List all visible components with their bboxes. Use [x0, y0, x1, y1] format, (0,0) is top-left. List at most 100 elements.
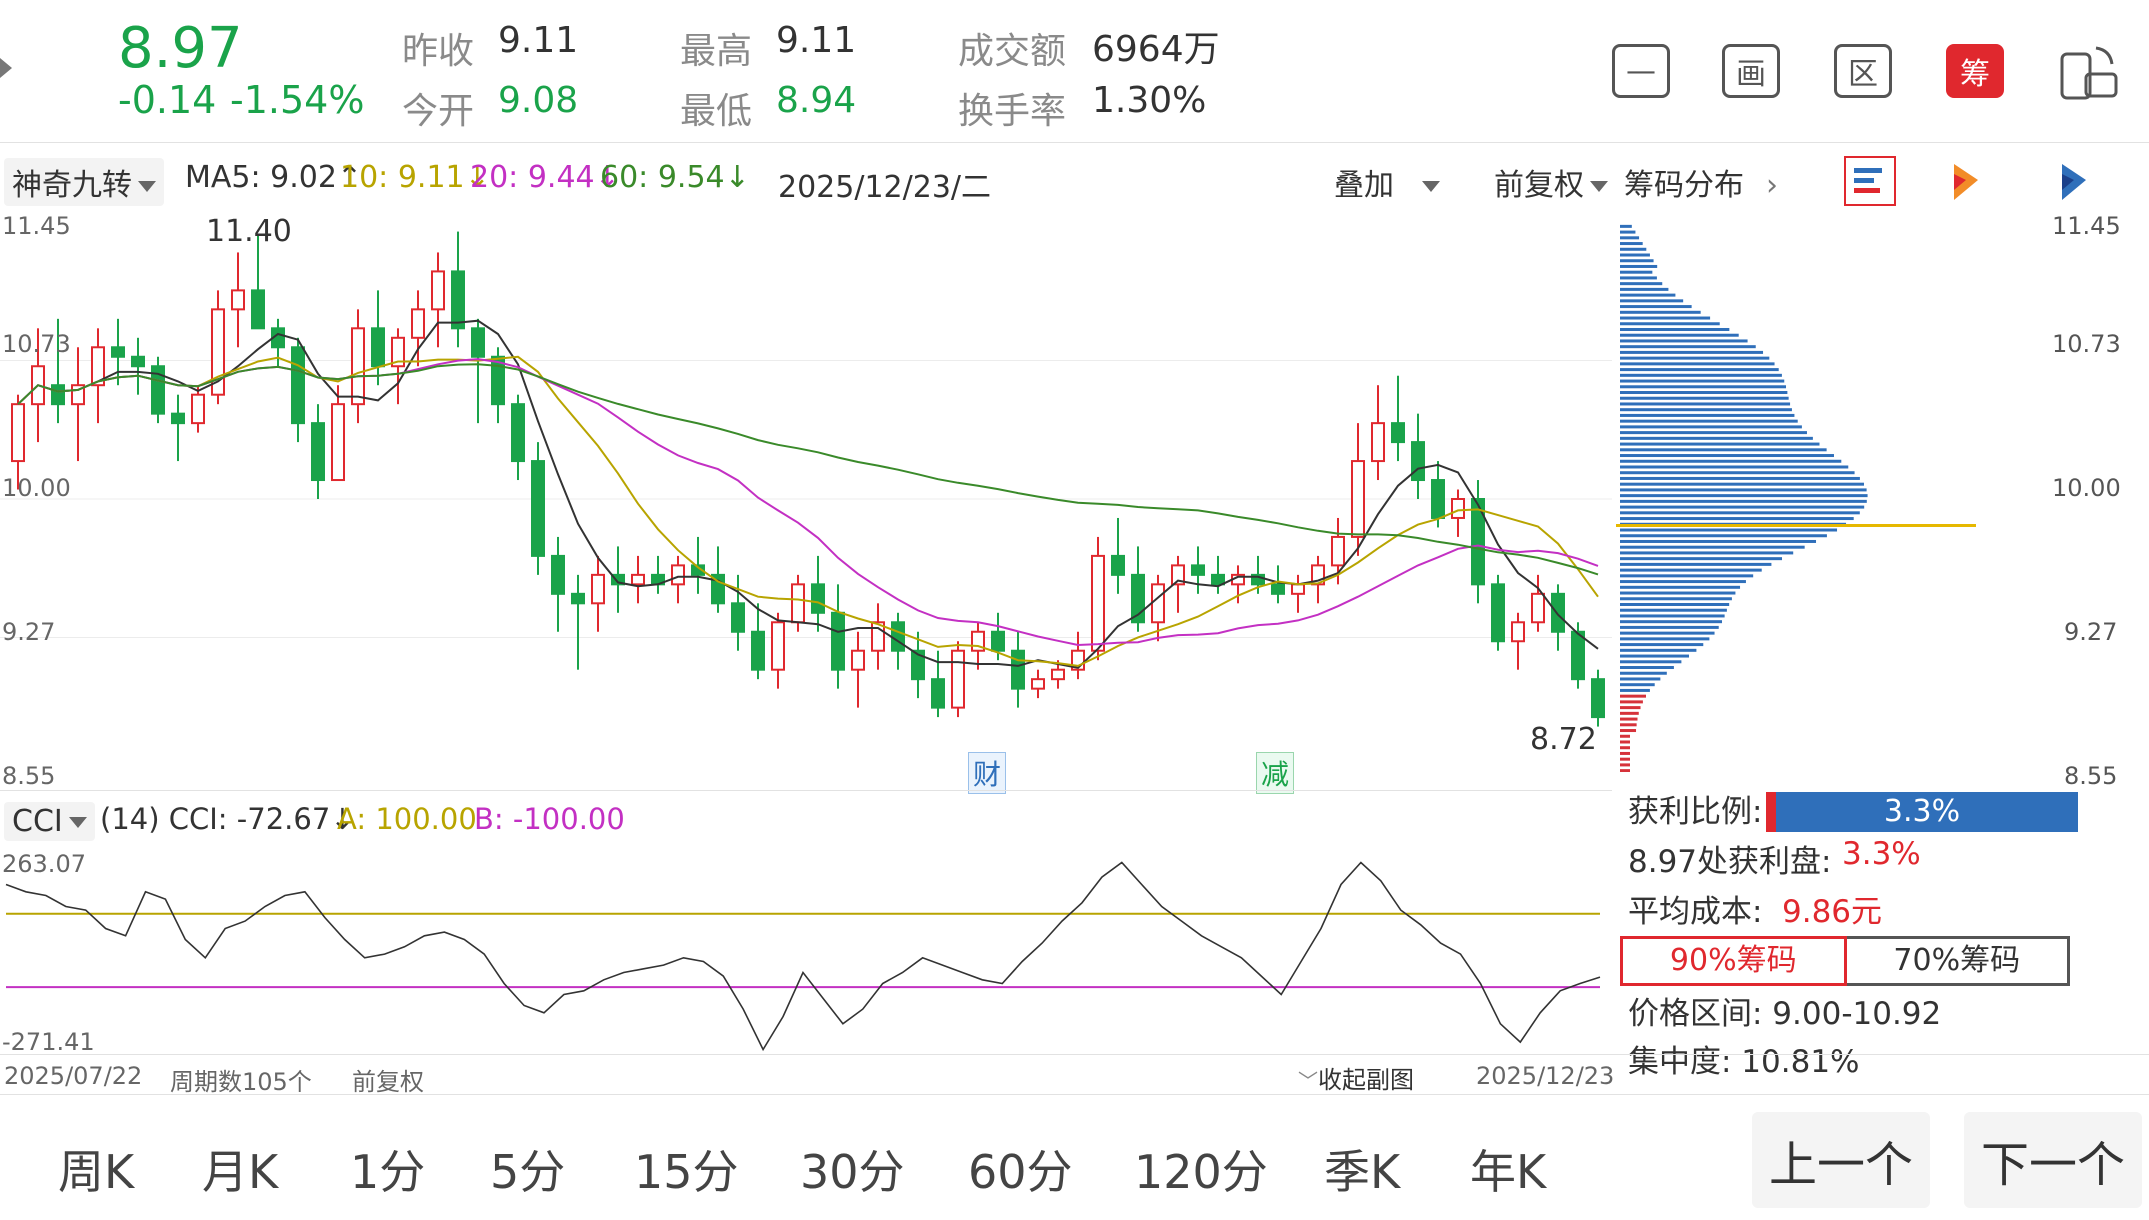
chip-bar — [1620, 305, 1692, 309]
minus-tool-button[interactable]: — — [1612, 44, 1670, 98]
chip-bar — [1620, 442, 1820, 446]
candle-body — [1371, 422, 1385, 463]
ma20-value: 20: 9.44↓ — [470, 160, 620, 195]
chip-bar — [1620, 454, 1834, 458]
reduce-event-tag[interactable]: 减 — [1256, 752, 1295, 794]
collapse-label: 收起副图 — [1318, 1066, 1414, 1094]
candle-body — [391, 336, 405, 368]
prev-close-value: 9.11 — [498, 20, 579, 61]
chip-bar — [1620, 327, 1730, 331]
range-tool-button[interactable]: 区 — [1834, 44, 1892, 98]
chip-bar — [1620, 379, 1785, 383]
chip-bar — [1620, 683, 1655, 687]
chip-bar — [1620, 517, 1854, 521]
tab-30min[interactable]: 30分 — [800, 1145, 905, 1199]
tab-70-chips[interactable]: 70%筹码 — [1893, 943, 2021, 978]
ma10-value: 10: 9.11↓ — [340, 160, 490, 195]
indicator-select[interactable]: 神奇九转 — [4, 158, 164, 206]
cci-line — [5, 861, 1601, 1052]
rotate-screen-icon[interactable] — [2056, 40, 2120, 104]
candle-body — [291, 346, 305, 425]
chip-bar — [1620, 757, 1630, 761]
tab-month-k[interactable]: 月K — [202, 1145, 279, 1199]
tab-90-chips[interactable]: 90%筹码 — [1620, 936, 1847, 986]
profit-ratio-label: 获利比例: — [1628, 794, 1763, 830]
subchart-top-border — [0, 790, 1612, 791]
candle-body — [451, 270, 465, 330]
chip-axis-tick: 10.73 — [2052, 330, 2121, 358]
chip-orange-icon[interactable] — [1948, 160, 1988, 208]
tab-week-k[interactable]: 周K — [58, 1145, 135, 1199]
adjust-select[interactable]: 前复权 — [1494, 160, 1608, 204]
candle-body — [1091, 554, 1105, 652]
candle-body — [1451, 498, 1465, 519]
candle-body — [571, 592, 585, 605]
cci-select[interactable]: CCI — [4, 802, 95, 841]
candle-body — [1471, 498, 1485, 586]
chart-date: 2025/12/23/二 — [778, 170, 992, 205]
tab-60min[interactable]: 60分 — [968, 1145, 1073, 1199]
next-stock-button[interactable]: 下一个 — [1964, 1112, 2142, 1208]
tab-5min[interactable]: 5分 — [490, 1145, 566, 1199]
candle-body — [1431, 479, 1445, 519]
draw-tool-button[interactable]: 画 — [1722, 44, 1780, 98]
chip-distribution-chart — [1616, 224, 1976, 772]
tab-quarter-k[interactable]: 季K — [1324, 1145, 1401, 1199]
tab-15min[interactable]: 15分 — [634, 1145, 739, 1199]
profit-at-value: 3.3% — [1842, 836, 1921, 872]
chip-bar — [1620, 494, 1868, 498]
chip-bar — [1620, 396, 1789, 400]
overlay-select[interactable]: 叠加 — [1334, 160, 1440, 204]
chip-bar — [1620, 471, 1855, 475]
candle-body — [1351, 460, 1365, 538]
candle-body — [1151, 583, 1165, 624]
chip-bars-icon[interactable] — [1844, 156, 1896, 206]
candle-body — [891, 621, 905, 652]
turnover-label: 换手率 — [958, 91, 1067, 132]
profit-ratio-fill — [1766, 792, 1777, 832]
chip-bar — [1620, 425, 1802, 429]
collapse-subchart-button[interactable]: ﹀收起副图 — [1298, 1060, 1414, 1095]
chip-bar — [1620, 528, 1838, 532]
chip-bar — [1620, 368, 1779, 372]
candle-body — [1051, 668, 1065, 681]
chips-tool-button[interactable]: 筹 — [1946, 44, 2004, 98]
candle-body — [1271, 583, 1285, 595]
chip-bar — [1620, 356, 1770, 360]
candle-body — [351, 327, 365, 406]
chip-bar — [1620, 287, 1669, 291]
prev-stock-button[interactable]: 上一个 — [1752, 1112, 1930, 1208]
chip-bar — [1620, 488, 1867, 492]
tab-year-k[interactable]: 年K — [1470, 1145, 1547, 1199]
candle-body — [1591, 678, 1605, 719]
chip-bar — [1620, 282, 1663, 286]
low-value: 8.94 — [776, 80, 857, 121]
candle-body — [1391, 422, 1405, 444]
chip-bar — [1620, 585, 1741, 589]
turnover-value: 1.30% — [1092, 80, 1207, 121]
chip-blue-icon[interactable] — [2056, 160, 2096, 208]
chip-distribution-link[interactable]: 筹码分布 › — [1624, 160, 1778, 204]
chip-bar — [1620, 350, 1764, 354]
chip-bar — [1620, 631, 1715, 635]
tab-1min[interactable]: 1分 — [350, 1145, 426, 1199]
tab-120min[interactable]: 120分 — [1134, 1145, 1268, 1199]
candle-body — [551, 554, 565, 595]
chip-bar — [1620, 717, 1638, 721]
chip-bar — [1620, 293, 1676, 297]
chip-bar — [1620, 499, 1867, 503]
cci-chart[interactable] — [0, 846, 1612, 1058]
price-change: -0.14 — [118, 78, 217, 122]
open-value: 9.08 — [498, 80, 579, 121]
finance-event-tag[interactable]: 财 — [968, 752, 1007, 794]
candle-body — [611, 573, 625, 586]
chip-axis-tick: 10.00 — [2052, 474, 2121, 502]
end-date: 2025/12/23 — [1476, 1062, 1615, 1090]
candlestick-chart[interactable] — [0, 212, 1612, 790]
chip-bar — [1620, 230, 1636, 234]
cci-b-value: B: -100.00 — [474, 802, 625, 836]
candle-body — [471, 327, 485, 358]
left-edge-arrow-icon[interactable] — [0, 58, 12, 78]
chip-bar — [1620, 539, 1817, 543]
chip-bar — [1620, 402, 1791, 406]
